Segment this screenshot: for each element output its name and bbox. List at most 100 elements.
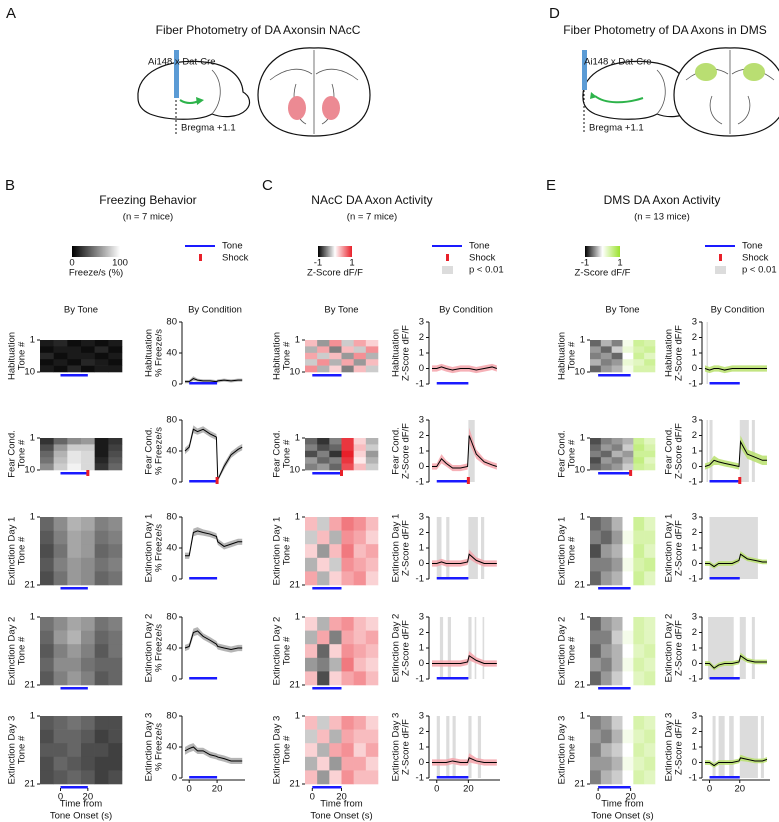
heatmap-cell — [329, 463, 342, 471]
heatmap-cell — [94, 457, 109, 464]
panel-letter: A — [6, 5, 16, 22]
heatmap-cell — [611, 450, 623, 458]
heatmap-cell — [108, 743, 123, 758]
y-axis-label: Habituation — [664, 329, 675, 377]
heatmap-cell — [108, 630, 123, 645]
heatmap-cell — [108, 457, 123, 464]
tone-bar — [709, 480, 740, 483]
heatmap-cell — [600, 346, 612, 354]
heatmap-cell — [341, 359, 354, 366]
tone-bar — [598, 587, 631, 590]
error-band — [185, 627, 243, 653]
heatmap-cell — [305, 352, 318, 360]
y-axis-label: Tone # — [567, 341, 578, 370]
heatmap-cell — [365, 557, 379, 572]
y-axis-label: Z-Score dF/F — [674, 325, 685, 381]
y-axis-label: Tone # — [567, 439, 578, 468]
y-tick-label: 3 — [419, 711, 424, 722]
mean-line — [705, 654, 767, 669]
heatmap-cell — [53, 457, 68, 464]
mean-line — [705, 553, 767, 568]
heatmap-cell — [67, 557, 82, 572]
heatmap-cell — [94, 617, 109, 631]
significance-region — [474, 617, 477, 679]
shock-mark — [629, 470, 633, 476]
heatmap-cell — [81, 517, 95, 531]
tone-bar — [60, 374, 88, 377]
heatmap-cell — [53, 770, 68, 785]
heatmap-cell — [94, 770, 109, 785]
y-tick-label: 0 — [419, 363, 424, 374]
heatmap-cell — [305, 644, 318, 659]
heatmap-cell — [341, 517, 354, 531]
heatmap-cell — [40, 671, 54, 686]
heatmap-cell — [644, 340, 656, 347]
heatmap-cell — [611, 359, 623, 366]
heatmap-cell — [590, 657, 602, 672]
heatmap-cell — [644, 450, 656, 458]
y-tick-label: 2 — [419, 627, 424, 638]
heatmap-cell — [622, 517, 634, 531]
y-tick-label: 1 — [30, 711, 35, 722]
heatmap-cell — [365, 517, 379, 531]
heatmap-cell — [94, 756, 109, 771]
heatmap-cell — [365, 729, 379, 744]
heatmap-cell — [633, 716, 645, 730]
heatmap-cell — [353, 756, 367, 771]
heatmap-cell — [40, 716, 54, 730]
heatmap-cell — [365, 617, 379, 631]
heatmap-cell — [644, 770, 656, 785]
y-tick-label: 21 — [574, 779, 585, 790]
heatmap-cell — [600, 340, 612, 347]
y-axis-label: Fear Cond. — [391, 427, 402, 475]
heatmap-cell — [644, 463, 656, 471]
heatmap-cell — [53, 729, 68, 744]
section-title: DMS DA Axon Activity — [604, 193, 721, 207]
heatmap-cell — [644, 657, 656, 672]
y-tick-label: 3 — [419, 415, 424, 426]
heatmap-cell — [590, 770, 602, 785]
heatmap-cell — [590, 743, 602, 758]
heatmap-cell — [644, 671, 656, 686]
mean-line — [185, 530, 243, 557]
y-axis-label: % Freeze/s — [154, 427, 165, 475]
panel-title: Fiber Photometry of DA Axons in DMS — [563, 23, 766, 37]
heatmap-cell — [600, 444, 612, 452]
y-axis-label: Tone # — [567, 735, 578, 764]
heatmap-cell — [67, 517, 82, 531]
tone-bar — [60, 687, 88, 690]
heatmap-cell — [633, 340, 645, 347]
heatmap-cell — [633, 770, 645, 785]
y-tick-label: -1 — [416, 773, 424, 784]
tone-bar — [436, 776, 469, 779]
mean-line — [432, 435, 497, 469]
heatmap-cell — [317, 450, 330, 458]
heatmap-cell — [633, 517, 645, 531]
heatmap-cell — [341, 770, 354, 785]
heatmap-cell — [94, 359, 109, 366]
heatmap-cell — [611, 671, 623, 686]
heatmap-cell — [329, 657, 342, 672]
y-tick-label: 0 — [419, 558, 424, 569]
y-tick-label: 1 — [419, 348, 424, 359]
heatmap-cell — [81, 671, 95, 686]
x-axis-label: Tone Onset (s) — [50, 811, 112, 822]
heatmap-cell — [67, 617, 82, 631]
heatmap-cell — [81, 457, 95, 464]
heatmap-cell — [600, 657, 612, 672]
heatmap-cell — [40, 457, 54, 464]
heatmap-cell — [317, 671, 330, 686]
heatmap-cell — [600, 438, 612, 445]
sagittal-brain: Ai148 x Dat-Cre Bregma +1.1 — [137, 50, 251, 134]
heatmap-cell — [365, 340, 379, 347]
heatmap-cell — [108, 571, 123, 586]
y-axis-label: Tone # — [282, 439, 293, 468]
heatmap-cell — [40, 729, 54, 744]
heatmap-cell — [600, 352, 612, 360]
heatmap-cell — [53, 359, 68, 366]
heatmap-cell — [600, 729, 612, 744]
heatmap-cell — [67, 756, 82, 771]
legend-label: Tone — [469, 241, 490, 252]
y-tick-label: -1 — [689, 574, 697, 585]
heatmap-cell — [94, 346, 109, 354]
